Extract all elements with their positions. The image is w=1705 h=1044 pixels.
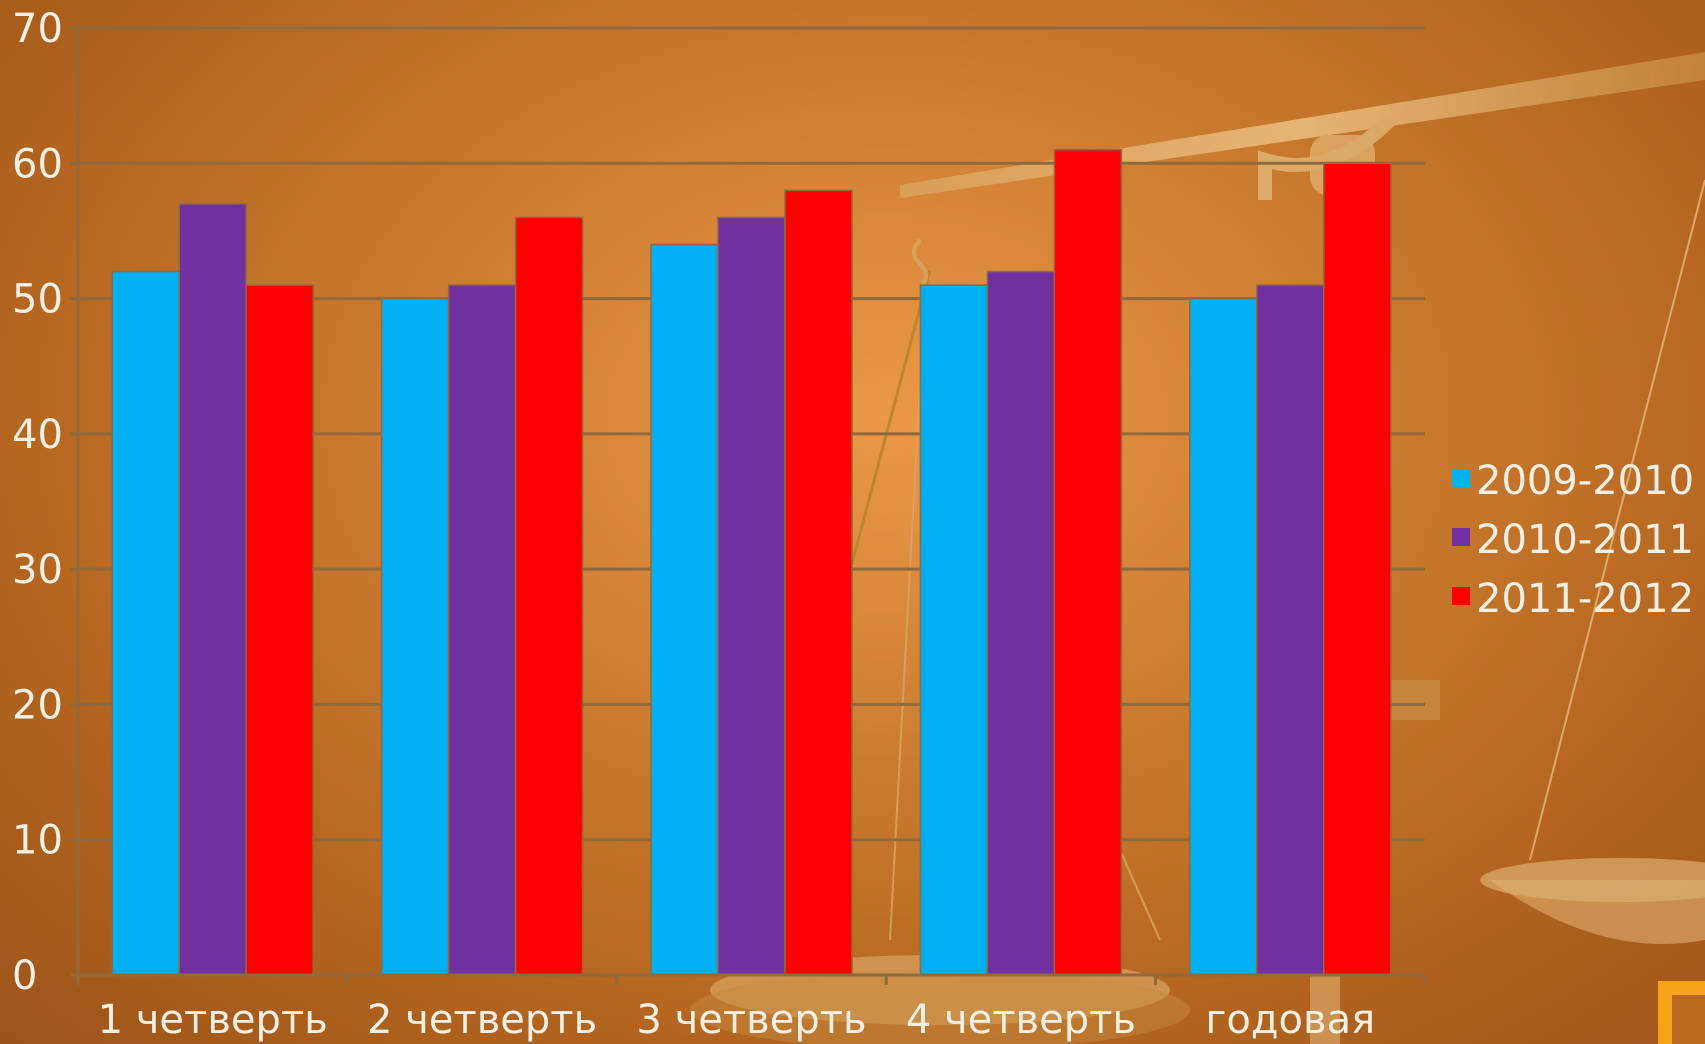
legend-label: 2010-2011 [1476,517,1694,563]
bar [650,243,719,976]
legend: 2009-2010 2010-2011 2011-2012 [1452,458,1694,622]
bar [178,203,247,976]
bar [717,216,786,976]
corner-arrow-icon [1658,981,1705,1044]
bar [1189,297,1258,976]
bar [245,284,314,976]
x-tick-label: 1 четверть [98,997,328,1043]
bar [1053,149,1123,976]
y-tick-label: 10 [12,818,63,864]
bar [986,270,1056,976]
y-tick-label: 40 [12,412,63,458]
bar [447,284,517,976]
bar [111,270,180,976]
legend-label: 2009-2010 [1476,458,1694,504]
y-tick-label: 20 [12,682,63,728]
y-axis: 0 10 20 30 40 50 60 70 [12,6,80,999]
legend-swatch [1452,528,1470,546]
bar [380,297,450,976]
y-tick-label: 50 [12,277,63,323]
y-tick-label: 0 [12,953,37,999]
x-tick-label: 3 четверть [636,997,866,1043]
bar [1256,284,1325,976]
y-tick-label: 70 [12,6,63,52]
legend-label: 2011-2012 [1476,576,1694,622]
x-tick-label: годовая [1205,997,1375,1043]
legend-swatch [1452,587,1470,605]
x-tick-label: 4 четверть [906,997,1136,1043]
x-tick-label: 2 четверть [367,997,597,1043]
bar [514,216,584,976]
y-tick-label: 30 [12,547,63,593]
y-tick-label: 60 [12,141,63,187]
x-axis: 1 четверть 2 четверть 3 четверть 4 четверть… [76,973,1427,1043]
bar [1323,162,1392,976]
legend-swatch [1452,469,1470,487]
bars [111,149,1392,976]
bar [919,284,989,976]
bar [784,189,853,976]
